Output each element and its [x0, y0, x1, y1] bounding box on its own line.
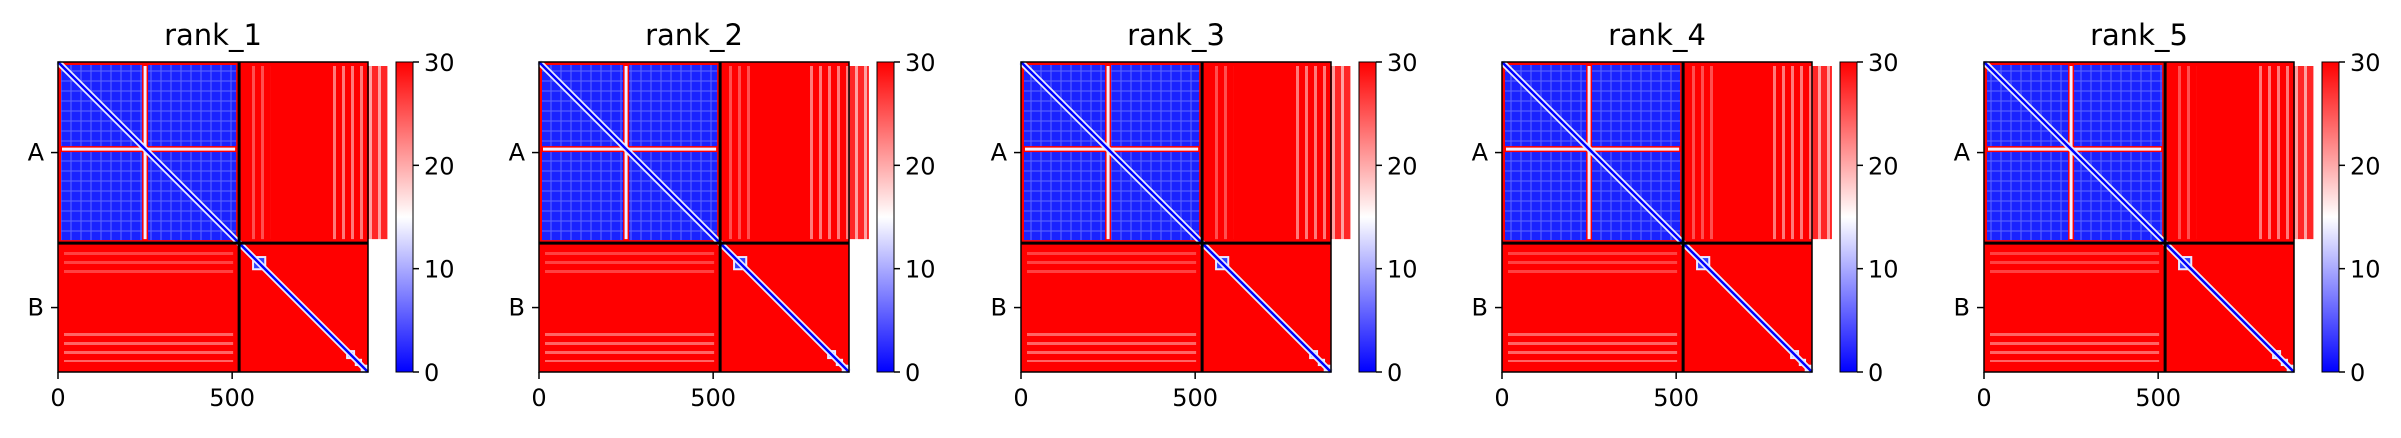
colorbar	[1358, 61, 1377, 373]
interchain-band	[1290, 66, 1351, 240]
interchain-band	[1027, 330, 1197, 362]
axes-frame	[1983, 61, 2295, 373]
colorbar-tick-label: 30	[424, 49, 455, 77]
colorbar-tick-label: 20	[424, 152, 455, 180]
x-tick-label: 500	[209, 384, 255, 412]
colorbar-tick-label: 30	[2350, 49, 2381, 77]
colorbar-tick-label: 10	[905, 256, 936, 284]
colorbar-tick-label: 20	[1868, 152, 1899, 180]
heatmap-panel-1: rank_1 0 500 A B 0 10 20 30	[28, 18, 455, 412]
y-tick-label: B	[991, 294, 1007, 322]
domain-block	[61, 152, 143, 241]
interchain-band	[64, 251, 234, 274]
x-tick-label: 500	[1653, 384, 1699, 412]
colorbar-tick-label: 0	[424, 359, 439, 387]
x-tick-label: 500	[1172, 384, 1218, 412]
x-tick-label: 0	[1013, 384, 1028, 412]
domain-block	[148, 65, 237, 147]
x-tick-label: 500	[690, 384, 736, 412]
domain-block	[1024, 152, 1106, 241]
interchain-band	[246, 66, 271, 240]
diagonal	[1983, 61, 2295, 373]
interchain-band	[727, 66, 752, 240]
x-tick-label: 0	[1494, 384, 1509, 412]
y-tick-label: A	[509, 139, 526, 167]
colorbar	[2321, 61, 2340, 373]
colorbar	[395, 61, 414, 373]
colorbar-tick-label: 30	[905, 49, 936, 77]
colorbar-tick-label: 0	[1387, 359, 1402, 387]
diagonal	[1501, 61, 1813, 373]
x-tick-label: 500	[2135, 384, 2181, 412]
colorbar-tick-label: 0	[2350, 359, 2365, 387]
interchain-band	[1990, 251, 2160, 274]
domain-block	[2074, 65, 2163, 147]
interchain-band	[2172, 66, 2197, 240]
y-tick-label: A	[1472, 139, 1489, 167]
x-tick-label: 0	[531, 384, 546, 412]
y-tick-label: A	[28, 139, 45, 167]
colorbar-tick-label: 20	[1387, 152, 1418, 180]
interchain-band	[1690, 66, 1715, 240]
colorbar-tick-label: 30	[1387, 49, 1418, 77]
colorbar-tick-label: 10	[1868, 256, 1899, 284]
panel-title: rank_1	[164, 18, 262, 52]
heatmap-panel-2: rank_2 0 500 A B 0 10 20 30	[509, 18, 936, 412]
panel-title: rank_2	[645, 18, 743, 52]
y-tick-label: B	[1472, 294, 1488, 322]
colorbar-tick-label: 30	[1868, 49, 1899, 77]
y-tick-label: A	[991, 139, 1008, 167]
y-tick-label: A	[1954, 139, 1971, 167]
interchain-band	[1209, 66, 1234, 240]
diagonal	[1020, 61, 1332, 373]
x-tick-label: 0	[1976, 384, 1991, 412]
interchain-band	[1508, 330, 1678, 362]
colorbar-tick-label: 10	[424, 256, 455, 284]
colorbar-tick-label: 0	[905, 359, 920, 387]
interchain-band	[808, 66, 869, 240]
interchain-band	[545, 330, 715, 362]
y-tick-label: B	[1954, 294, 1970, 322]
domain-block	[1111, 65, 1200, 147]
domain-block	[1592, 65, 1681, 147]
domain-block	[1505, 152, 1587, 241]
interchain-band	[2253, 66, 2314, 240]
heatmap-panel-5: rank_5 0 500 A B 0 10 20 30	[1954, 18, 2381, 412]
axes-frame	[1501, 61, 1813, 373]
panel-title: rank_3	[1127, 18, 1225, 52]
interchain-band	[1990, 330, 2160, 362]
y-tick-label: B	[28, 294, 44, 322]
domain-block	[1987, 152, 2069, 241]
axes-frame	[57, 61, 369, 373]
heatmap-panel-3: rank_3 0 500 A B 0 10 20 30	[991, 18, 1418, 412]
axes-frame	[538, 61, 850, 373]
diagonal	[538, 61, 850, 373]
interchain-band	[1771, 66, 1832, 240]
interchain-band	[327, 66, 388, 240]
colorbar-tick-label: 10	[2350, 256, 2381, 284]
interchain-band	[545, 251, 715, 274]
diagonal	[57, 61, 369, 373]
domain-block	[629, 65, 718, 147]
colorbar-tick-label: 20	[2350, 152, 2381, 180]
colorbar	[1839, 61, 1858, 373]
interchain-band	[64, 330, 234, 362]
colorbar-tick-label: 10	[1387, 256, 1418, 284]
colorbar-tick-label: 20	[905, 152, 936, 180]
x-tick-label: 0	[50, 384, 65, 412]
panel-title: rank_4	[1608, 18, 1706, 52]
interchain-band	[1508, 251, 1678, 274]
colorbar	[876, 61, 895, 373]
y-tick-label: B	[509, 294, 525, 322]
heatmap-panel-4: rank_4 0 500 A B 0 10 20 30	[1472, 18, 1899, 412]
axes-frame	[1020, 61, 1332, 373]
domain-block	[542, 152, 624, 241]
colorbar-tick-label: 0	[1868, 359, 1883, 387]
interchain-band	[1027, 251, 1197, 274]
panel-title: rank_5	[2090, 18, 2188, 52]
